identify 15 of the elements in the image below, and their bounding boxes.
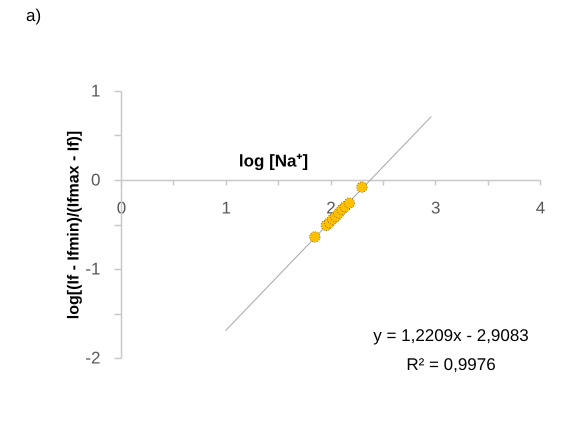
point — [344, 198, 355, 209]
annotation: R² = 0,9976 — [406, 355, 496, 374]
point — [309, 231, 320, 243]
annotation: y = 1,2209x - 2,9083 — [373, 326, 529, 345]
x-tick-label: 1 — [222, 198, 231, 218]
y-axis-title: log[(If - Ifmin)/(Ifmax - If)] — [65, 130, 82, 320]
x-tick-label: 3 — [431, 198, 440, 218]
point — [356, 182, 368, 193]
y-tick-label: -1 — [85, 260, 100, 278]
y-tick-label: 1 — [91, 82, 100, 100]
y-tick-label: 0 — [91, 170, 100, 190]
x-axis-title: log [Na⁺] — [238, 152, 308, 170]
chart-title: a) — [26, 6, 42, 25]
y-tick-label: -2 — [85, 348, 100, 368]
x-tick-label: 4 — [536, 198, 546, 218]
